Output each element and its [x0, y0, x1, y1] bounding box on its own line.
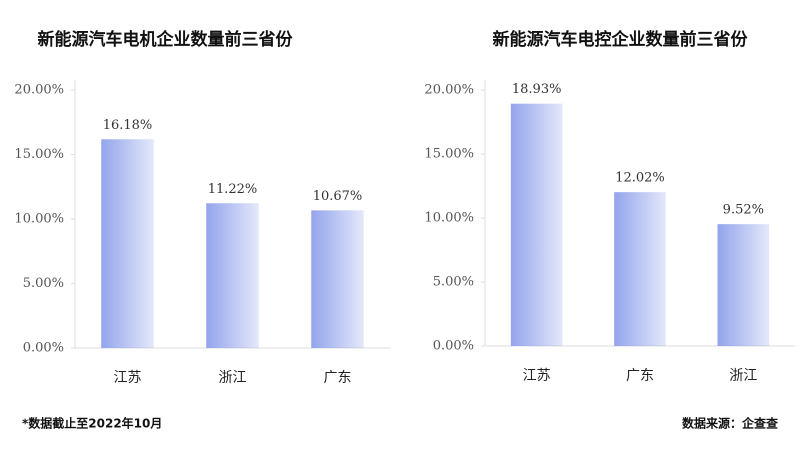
y-tick-label: 10.00%: [424, 211, 474, 226]
y-tick-label: 20.00%: [14, 83, 64, 98]
y-tick-label: 10.00%: [14, 212, 64, 227]
bar: [717, 224, 770, 346]
bar: [510, 103, 563, 346]
y-tick-label: 5.00%: [23, 276, 64, 291]
x-tick-label: 江苏: [114, 370, 142, 386]
x-tick-label: 浙江: [729, 368, 757, 384]
y-tick-label: 15.00%: [14, 147, 64, 162]
chart-title: 新能源汽车电机企业数量前三省份: [38, 29, 294, 50]
x-tick-label: 浙江: [219, 370, 247, 386]
y-tick-label: 20.00%: [424, 83, 474, 98]
footnote: *数据截止至2022年10月: [22, 416, 162, 431]
bar: [101, 139, 154, 348]
value-label: 12.02%: [615, 171, 665, 186]
value-label: 9.52%: [723, 203, 764, 218]
x-tick-label: 广东: [626, 368, 654, 384]
bar: [311, 210, 364, 348]
value-label: 10.67%: [313, 189, 363, 204]
y-tick-label: 0.00%: [433, 339, 474, 354]
bar: [614, 192, 666, 346]
y-tick-label: 0.00%: [23, 341, 64, 356]
value-label: 16.18%: [103, 118, 153, 133]
value-label: 18.93%: [512, 82, 562, 97]
bar: [206, 203, 259, 348]
y-tick-label: 5.00%: [433, 275, 474, 290]
y-tick-label: 15.00%: [424, 147, 474, 162]
x-tick-label: 江苏: [523, 368, 551, 384]
value-label: 11.22%: [208, 182, 258, 197]
x-tick-label: 广东: [324, 370, 352, 386]
chart-title: 新能源汽车电控企业数量前三省份: [493, 29, 749, 50]
source: 数据来源：企查查: [682, 416, 779, 431]
